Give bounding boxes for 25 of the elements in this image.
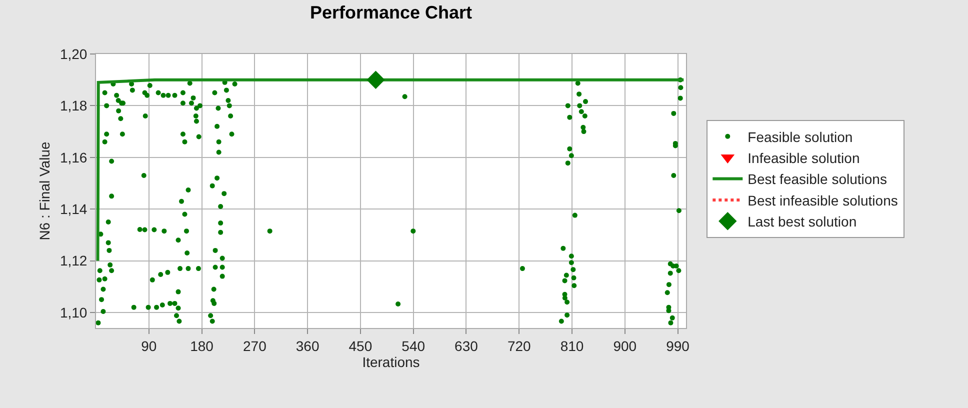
x-tick-label: 900	[613, 338, 637, 354]
legend-label: Best infeasible solutions	[748, 192, 898, 208]
x-tick-label: 90	[141, 338, 157, 354]
x-tick-label: 360	[296, 338, 320, 354]
y-tick-label: 1,16	[60, 149, 88, 166]
y-tick-label: 1,12	[60, 252, 88, 269]
x-tick-label: 270	[242, 338, 267, 354]
x-tick-label: 450	[348, 338, 372, 354]
x-tick-label: 990	[666, 338, 690, 354]
y-tick-label: 1,10	[60, 304, 88, 320]
y-tick-label: 1,20	[60, 46, 88, 62]
y-tick-label: 1,14	[60, 200, 88, 217]
legend-label: Best feasible solutions	[748, 171, 887, 188]
x-tick-label: 540	[402, 338, 426, 354]
x-axis-title: Iterations	[362, 354, 420, 370]
chart-title: Performance Chart	[310, 2, 472, 23]
x-tick-label: 180	[190, 338, 214, 354]
x-tick-label: 810	[560, 338, 584, 354]
legend-label: Last best solution	[748, 214, 857, 230]
legend-label: Infeasible solution	[748, 150, 860, 166]
y-axis-title: N6 : Final Value	[36, 142, 53, 240]
legend-label: Feasible solution	[748, 128, 853, 145]
x-tick-label: 630	[454, 338, 478, 354]
y-tick-label: 1,18	[60, 98, 88, 114]
x-tick-label: 720	[507, 338, 532, 354]
